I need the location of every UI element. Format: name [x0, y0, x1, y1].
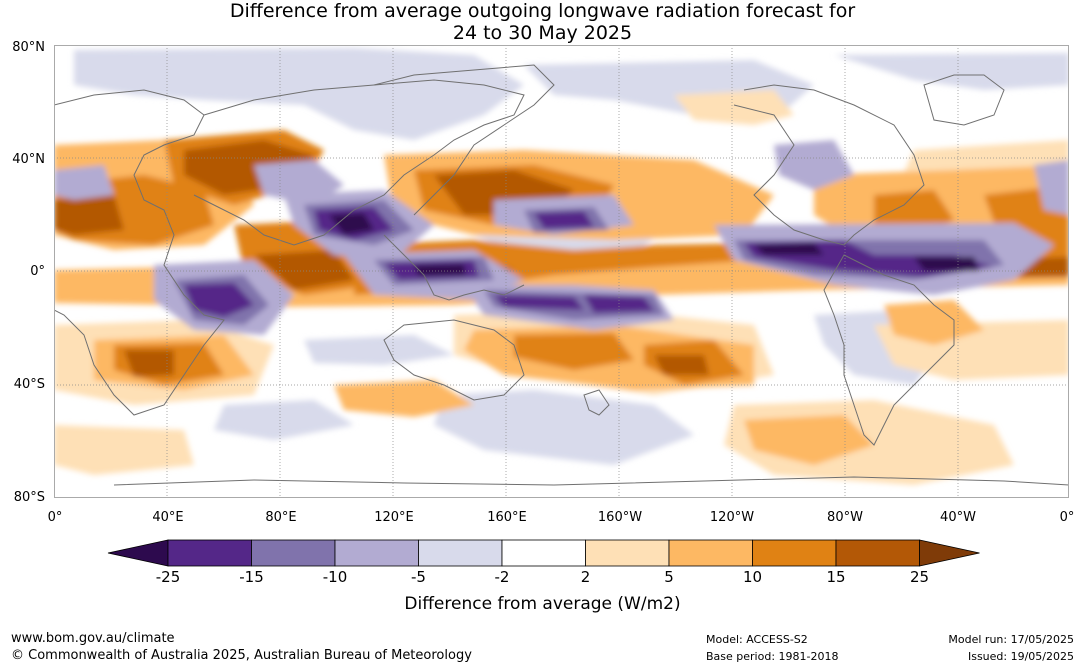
colorbar-segment: [251, 539, 336, 567]
anomaly-region: [54, 195, 124, 235]
colorbar-tick-label: 25: [909, 568, 930, 586]
anomaly-region: [774, 140, 854, 190]
lon-label-120w: 120°W: [709, 510, 755, 525]
lat-label-40s: 40°S: [13, 377, 45, 392]
anomaly-region: [834, 53, 1069, 90]
colorbar-segment: [167, 539, 252, 567]
anomaly-region: [254, 250, 354, 290]
lat-label-80s: 80°S: [13, 490, 45, 505]
lon-label-160w: 160°W: [597, 510, 643, 525]
anomaly-region: [674, 90, 794, 125]
footer-model: Model: ACCESS-S2: [706, 633, 808, 646]
anomaly-region: [754, 243, 824, 255]
colorbar-tick-label: -15: [239, 568, 264, 586]
colorbar-segment: [919, 539, 980, 567]
graticule: [54, 45, 1069, 498]
colorbar-tick-label: 2: [580, 568, 591, 586]
anomaly-region: [124, 350, 174, 377]
colorbar-tick-label: 15: [826, 568, 846, 586]
colorbar-segment: [334, 539, 419, 567]
lat-label-40n: 40°N: [12, 152, 45, 167]
colorbar-tick-label: 10: [742, 568, 763, 586]
colorbar-segment: [585, 539, 670, 567]
lat-label-80n: 80°N: [12, 40, 45, 55]
colorbar-segment: [835, 539, 920, 567]
lon-label-40w: 40°W: [940, 510, 976, 525]
footer-copyright: © Commonwealth of Australia 2025, Austra…: [11, 648, 472, 663]
anomaly-region: [414, 264, 466, 276]
anomaly-region: [914, 257, 979, 271]
map-title-line-1: Difference from average outgoing longwav…: [229, 0, 856, 22]
anomaly-region: [434, 390, 694, 465]
lon-label-0-left: 0°: [47, 510, 63, 525]
colorbar-title: Difference from average (W/m2): [404, 594, 681, 614]
colorbar-segment: [418, 539, 503, 567]
anomaly-region: [514, 333, 634, 370]
anomaly-region: [54, 425, 194, 475]
map-title-line-2: 24 to 30 May 2025: [452, 22, 633, 44]
anomaly-region: [884, 300, 984, 345]
footer-base-period: Base period: 1981-2018: [706, 650, 839, 663]
colorbar-segment: [107, 539, 169, 567]
olr-anomaly-map: [54, 45, 1069, 498]
anomaly-region: [494, 295, 584, 310]
anomaly-region: [334, 380, 474, 417]
anomaly-fill-layer: [54, 48, 1069, 485]
footer-model-run: Model run: 17/05/2025: [948, 633, 1074, 646]
lon-label-160e: 160°E: [487, 510, 527, 525]
anomaly-region: [654, 355, 709, 375]
lat-label-0: 0°: [30, 264, 45, 279]
lon-label-0-right: 0°: [1059, 510, 1075, 525]
anomaly-region: [534, 211, 594, 229]
map-border: [54, 45, 1069, 498]
anomaly-region: [304, 335, 454, 365]
colorbar-segment: [501, 539, 586, 567]
footer-url: www.bom.gov.au/climate: [11, 631, 175, 646]
colorbar: [107, 539, 980, 567]
anomaly-region: [329, 213, 374, 235]
lon-label-40e: 40°E: [152, 510, 184, 525]
colorbar-tick-label: -2: [494, 568, 510, 586]
colorbar-tick-label: -10: [322, 568, 348, 586]
colorbar-segment: [752, 539, 837, 567]
anomaly-region: [54, 165, 114, 200]
footer-issued: Issued: 19/05/2025: [967, 650, 1074, 663]
anomaly-region: [184, 283, 254, 317]
colorbar-tick-label: -5: [411, 568, 426, 586]
anomaly-region: [1034, 160, 1069, 215]
coastlines: [54, 64, 1069, 486]
colorbar-segment: [668, 539, 753, 567]
colorbar-tick-label: -25: [155, 568, 181, 586]
lon-label-80e: 80°E: [265, 510, 297, 525]
lon-label-80w: 80°W: [827, 510, 863, 525]
lon-label-120e: 120°E: [374, 510, 414, 525]
colorbar-tick-label: 5: [664, 568, 674, 586]
anomaly-region: [744, 415, 874, 465]
anomaly-region: [74, 48, 524, 140]
anomaly-region: [214, 400, 354, 440]
